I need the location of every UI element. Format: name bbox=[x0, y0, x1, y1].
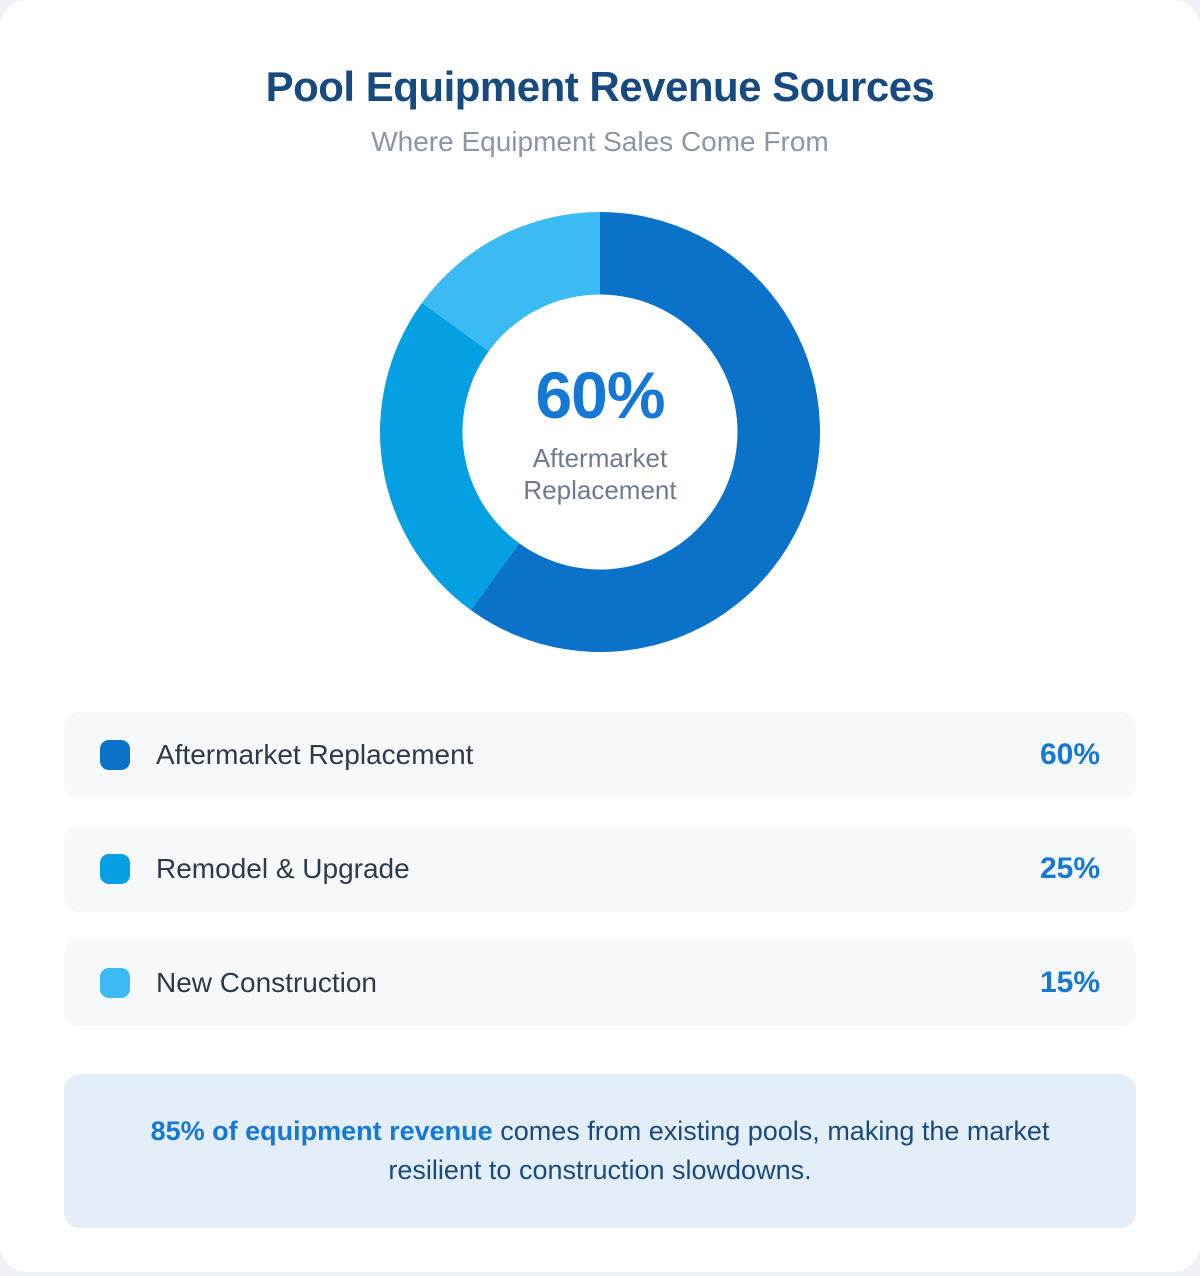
legend-value: 25% bbox=[1039, 852, 1100, 886]
legend-swatch-icon bbox=[100, 968, 130, 999]
legend-value: 15% bbox=[1039, 966, 1100, 1000]
donut-chart: 60% Aftermarket Replacement bbox=[380, 212, 820, 653]
donut-segment-3-new-construction bbox=[422, 212, 600, 352]
footnote-text: 85% of equipment revenue comes from exis… bbox=[115, 1112, 1085, 1190]
donut-segment-2-remodel-upgrade bbox=[380, 302, 520, 611]
legend-label: New Construction bbox=[156, 967, 377, 999]
legend-row-new-construction: New Construction 15% bbox=[64, 940, 1136, 1027]
legend-swatch-icon bbox=[100, 740, 130, 771]
footnote-highlight: 85% of equipment revenue bbox=[150, 1116, 493, 1147]
footnote-callout: 85% of equipment revenue comes from exis… bbox=[64, 1074, 1136, 1229]
donut-segment-1-aftermarket-replacement bbox=[470, 212, 820, 653]
legend-row-remodel-upgrade: Remodel & Upgrade 25% bbox=[64, 826, 1136, 913]
legend: Aftermarket Replacement 60% Remodel & Up… bbox=[64, 712, 1136, 1027]
donut-chart-svg bbox=[380, 212, 820, 653]
page-subtitle: Where Equipment Sales Come From bbox=[371, 126, 829, 158]
legend-value: 60% bbox=[1039, 738, 1100, 772]
legend-label: Aftermarket Replacement bbox=[156, 739, 474, 771]
page-title: Pool Equipment Revenue Sources bbox=[265, 63, 935, 110]
legend-label: Remodel & Upgrade bbox=[156, 853, 410, 885]
footnote-rest: comes from existing pools, making the ma… bbox=[388, 1116, 1050, 1186]
legend-row-aftermarket-replacement: Aftermarket Replacement 60% bbox=[64, 712, 1136, 799]
legend-swatch-icon bbox=[100, 854, 130, 885]
